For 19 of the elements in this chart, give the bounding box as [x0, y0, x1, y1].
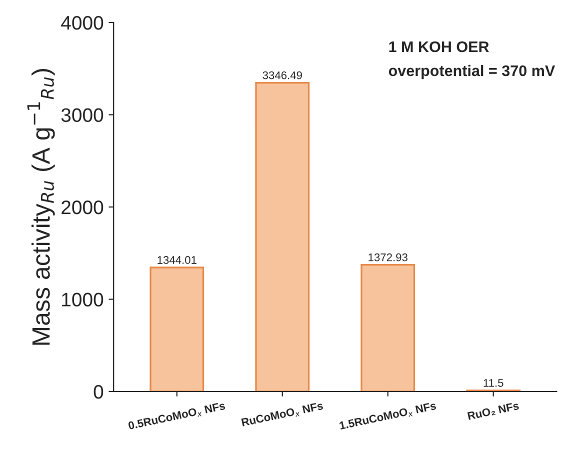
x-tick-label: RuO₂ NFs [467, 402, 520, 420]
y-tick-label: 3000 [61, 108, 104, 122]
x-tick-label: RuCoMoO$_{x}$ NFs [241, 402, 324, 428]
y-tick-label: 4000 [61, 16, 104, 30]
data-label: 3346.49 [262, 71, 302, 80]
data-label: 1344.01 [158, 256, 196, 264]
annotation: 1 M KOH OER [389, 41, 489, 52]
bar [150, 266, 204, 392]
x-tick-label: 0.5RuCoMoO$_{x}$ NFs [128, 402, 226, 432]
x-tick-label: 1.5RuCoMoO$_{x}$ NFs [339, 402, 437, 432]
annotation: overpotential = 370 mV [388, 64, 556, 80]
y-tick-label: 2000 [62, 200, 104, 214]
y-tick-label: 1000 [62, 292, 104, 306]
y-tick-label: 0 [94, 384, 104, 399]
y-axis-title: Mass activity$_{Ru}$ (A g$^{−1}$$_{Ru}$) [27, 69, 55, 345]
bar [360, 264, 416, 392]
data-label: 1372.93 [368, 253, 408, 262]
data-label: 11.5 [484, 379, 504, 387]
bar [255, 82, 310, 392]
